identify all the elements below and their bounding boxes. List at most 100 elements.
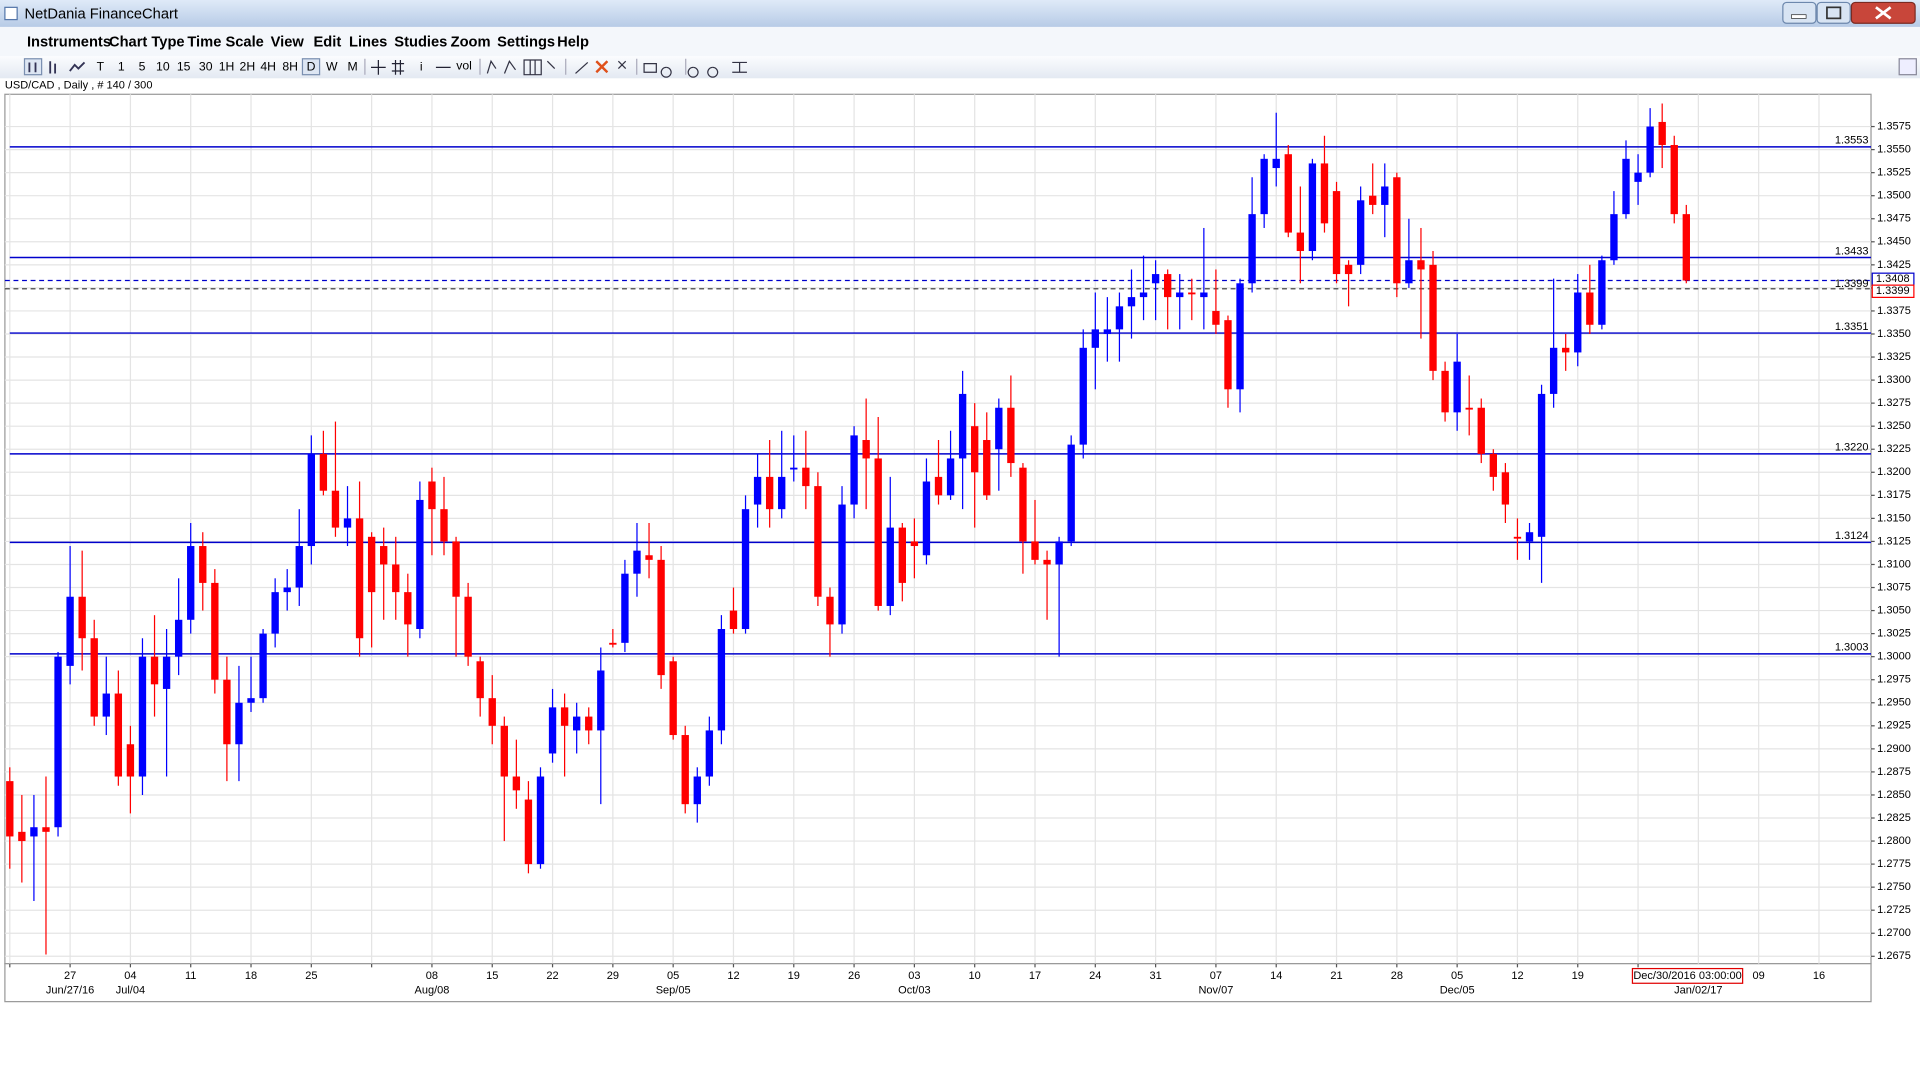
y-tick-label: 1.2775 (1877, 858, 1911, 870)
period-selected (301, 58, 321, 76)
period-button[interactable]: 10 (156, 60, 170, 74)
candle-body (536, 776, 545, 865)
candle-body (1236, 283, 1244, 390)
menu-item[interactable]: Lines (349, 35, 387, 51)
candle-body (983, 440, 991, 496)
candle-body (1610, 214, 1618, 261)
x-tick-label: 14 (1270, 970, 1282, 982)
x-tick-label: 24 (1089, 970, 1101, 982)
candle-body (898, 527, 906, 583)
candle-body (1369, 195, 1377, 205)
candle-body (621, 573, 629, 643)
candle-body (1489, 453, 1497, 477)
candle-body (862, 440, 870, 459)
menu-item[interactable]: Settings (497, 35, 555, 51)
period-button[interactable]: 15 (177, 60, 191, 74)
y-tick-label: 1.2800 (1877, 835, 1911, 847)
period-button[interactable]: M (348, 60, 358, 74)
y-tick-label: 1.3075 (1877, 581, 1911, 593)
candle-body (1634, 172, 1642, 182)
menu-item[interactable]: Instruments (27, 35, 111, 51)
candle-body (476, 661, 484, 699)
candle-body (126, 744, 135, 777)
period-button[interactable]: 4H (260, 60, 276, 74)
menu-item[interactable]: Studies (394, 35, 447, 51)
panel-button[interactable] (1898, 58, 1917, 76)
minimize-icon (1791, 14, 1807, 19)
menu-item[interactable]: Help (557, 35, 589, 51)
candle-body (319, 453, 328, 491)
menu-item[interactable]: View (271, 35, 305, 51)
minimize-button[interactable] (1782, 1, 1817, 24)
x-tick-label: 12 (1511, 970, 1523, 982)
candle-body (524, 799, 533, 865)
candle-body (199, 546, 207, 583)
y-tick-label: 1.3325 (1877, 351, 1911, 363)
x-tick-label: 03 (908, 970, 920, 982)
x-sub-label: Sep/05 (656, 985, 691, 997)
menu-item[interactable]: Edit (313, 35, 341, 51)
y-tick-label: 1.3200 (1877, 466, 1911, 478)
y-tick-label: 1.2825 (1877, 812, 1911, 824)
info-button[interactable]: i (420, 60, 423, 74)
menu-item[interactable]: Time Scale (187, 35, 263, 51)
candle-body (42, 827, 50, 832)
app-icon (4, 6, 18, 21)
candle-body (802, 467, 810, 487)
candle-body (162, 656, 171, 689)
candle-body (838, 504, 846, 625)
reference-price-label: 1.3399 (1835, 278, 1869, 290)
tool-icon (28, 61, 86, 74)
x-tick-label: 22 (546, 970, 558, 982)
y-tick-label: 1.3550 (1877, 144, 1911, 156)
period-button[interactable]: 1H (219, 60, 235, 74)
candle-body (512, 776, 521, 791)
candle-body (1284, 154, 1292, 233)
level-label: 1.3433 (1835, 245, 1869, 257)
tool-separator (364, 58, 687, 75)
menu-item[interactable]: Chart Type (109, 35, 185, 51)
volume-button[interactable]: vol (456, 58, 472, 72)
candle-body (452, 541, 460, 597)
x-axis-area (4, 963, 1872, 1003)
candle-body (1320, 163, 1329, 224)
x-sub-label: Dec/05 (1440, 985, 1475, 997)
period-button[interactable]: 8H (282, 60, 298, 74)
y-tick-label: 1.3575 (1877, 120, 1911, 132)
period-button[interactable]: 5 (139, 60, 146, 74)
close-icon (1875, 6, 1892, 20)
period-button[interactable]: T (97, 60, 105, 74)
candle-body (1164, 274, 1172, 298)
y-tick-label: 1.3100 (1877, 558, 1911, 570)
y-tick-label: 1.3000 (1877, 651, 1911, 663)
candle-body (1465, 407, 1473, 410)
candle-body (1091, 329, 1099, 348)
candle-body (1622, 158, 1630, 215)
candle-body (826, 596, 834, 625)
candle-body (548, 707, 557, 754)
candle-body (1127, 297, 1136, 307)
candle-body (560, 707, 569, 726)
y-tick-label: 1.3350 (1877, 328, 1911, 340)
candle-body (90, 638, 98, 717)
y-tick-label: 1.3525 (1877, 167, 1911, 179)
tool-pause[interactable] (23, 58, 43, 76)
y-tick-label: 1.3250 (1877, 420, 1911, 432)
delete-tools[interactable] (595, 60, 609, 74)
period-button[interactable]: D (307, 60, 316, 74)
period-button[interactable]: 2H (240, 60, 256, 74)
candle-body (753, 476, 762, 505)
candle-body (464, 596, 472, 657)
menu-item[interactable]: Zoom (451, 35, 491, 51)
level-label: 1.3003 (1835, 642, 1869, 654)
period-button[interactable]: W (326, 60, 338, 74)
x-tick-label: 25 (305, 970, 317, 982)
period-button[interactable]: 30 (199, 60, 213, 74)
candle-body (1501, 472, 1510, 505)
period-button[interactable]: 1 (118, 60, 125, 74)
maximize-button[interactable] (1816, 1, 1851, 24)
cursor-date-box (1631, 967, 1744, 984)
crosshair-tools[interactable] (371, 60, 451, 75)
candle-body (1441, 370, 1449, 413)
candle-body (886, 527, 894, 606)
